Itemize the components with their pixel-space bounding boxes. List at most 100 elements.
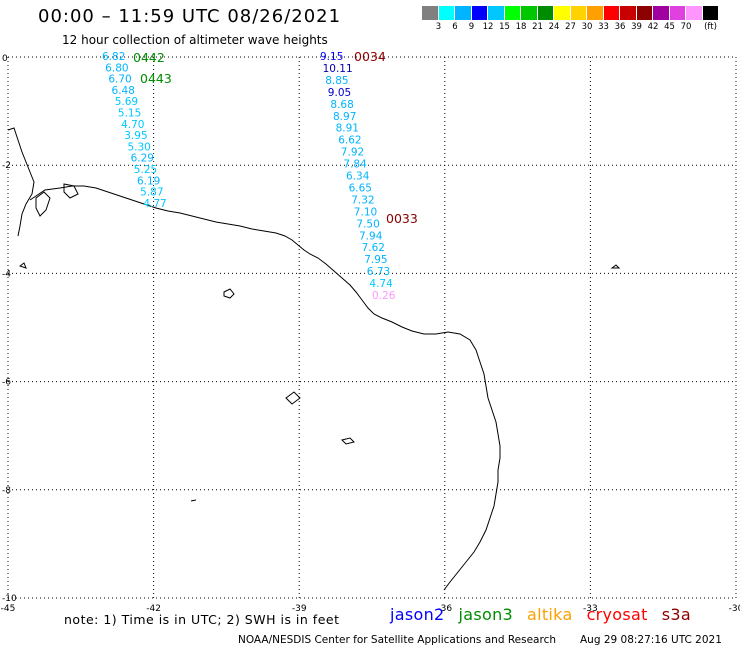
y-tick-label: -2 bbox=[2, 161, 11, 171]
satellite-legend-item: cryosat bbox=[586, 605, 648, 624]
x-tick-label: -30 bbox=[729, 604, 740, 614]
color-tick-label: 39 bbox=[631, 22, 642, 32]
wave-height-label: 6.29 bbox=[131, 153, 154, 165]
wave-height-label: 10.11 bbox=[323, 63, 353, 75]
y-tick-label: 0 bbox=[2, 54, 8, 64]
pass-time-label: 0034 bbox=[354, 49, 386, 64]
wave-height-label: 6.70 bbox=[108, 74, 131, 86]
color-tick-label: 9 bbox=[468, 22, 475, 32]
wave-height-label: 7.95 bbox=[364, 254, 387, 266]
coast-north-ne bbox=[7, 127, 35, 237]
y-tick-label: -4 bbox=[2, 269, 11, 279]
wave-height-label: 5.25 bbox=[134, 164, 157, 176]
page-subtitle: 12 hour collection of altimeter wave hei… bbox=[62, 33, 328, 47]
color-tick-label: 70 bbox=[680, 22, 692, 32]
footer-note: note: 1) Time is in UTC; 2) SWH is in fe… bbox=[64, 612, 340, 627]
wave-height-label: 4.74 bbox=[369, 278, 393, 290]
color-swatch bbox=[653, 6, 670, 20]
color-tick-label: 33 bbox=[598, 22, 609, 32]
satellite-legend: jason2 jason3 altika cryosat s3a bbox=[390, 605, 705, 624]
color-swatch bbox=[636, 6, 653, 20]
wave-height-label: 7.94 bbox=[359, 230, 383, 242]
wave-height-label: 7.50 bbox=[356, 218, 379, 230]
y-tick-label: -10 bbox=[2, 594, 17, 604]
island-1 bbox=[223, 288, 235, 299]
wave-height-label: 8.85 bbox=[325, 75, 348, 87]
color-swatch bbox=[455, 6, 472, 20]
wave-height-label: 9.05 bbox=[328, 87, 351, 99]
satellite-legend-item: s3a bbox=[661, 605, 691, 624]
coastline bbox=[29, 185, 501, 591]
color-swatch bbox=[488, 6, 505, 20]
island-5 bbox=[610, 264, 621, 269]
color-tick-label: 18 bbox=[515, 22, 527, 32]
wave-height-label: 8.97 bbox=[333, 111, 356, 123]
color-swatch bbox=[521, 6, 538, 20]
wave-height-label: 6.48 bbox=[112, 85, 135, 97]
color-swatch bbox=[603, 6, 620, 20]
island-3 bbox=[341, 437, 355, 445]
wave-height-label: 8.68 bbox=[330, 99, 353, 111]
wave-height-label: 6.19 bbox=[137, 175, 160, 187]
wave-height-label: 6.62 bbox=[338, 135, 361, 147]
wave-height-label: 7.10 bbox=[354, 206, 377, 218]
y-tick-label: -6 bbox=[2, 378, 11, 388]
color-tick-label: 45 bbox=[664, 22, 675, 32]
color-legend bbox=[422, 6, 719, 20]
wave-height-label: 7.84 bbox=[343, 159, 367, 171]
color-swatch bbox=[504, 6, 521, 20]
color-swatch bbox=[554, 6, 571, 20]
x-tick-label: -45 bbox=[1, 604, 16, 614]
graticule bbox=[7, 56, 737, 599]
satellite-legend-item: jason3 bbox=[458, 605, 513, 624]
wave-height-label: 6.73 bbox=[367, 266, 390, 278]
color-swatch bbox=[587, 6, 604, 20]
pass-time-label: 0443 bbox=[140, 71, 172, 86]
pass-labels: 0442 0443 0034 0033 bbox=[133, 49, 418, 226]
wave-height-label: 6.80 bbox=[105, 62, 128, 74]
satellite-legend-item: altika bbox=[527, 605, 573, 624]
wave-height-label: 4.70 bbox=[121, 119, 144, 131]
wave-height-label: 5.87 bbox=[140, 187, 163, 199]
coast-inlet bbox=[35, 191, 51, 217]
y-tick-label: -8 bbox=[2, 486, 11, 496]
color-tick-label: 24 bbox=[548, 22, 560, 32]
color-tick-label: 15 bbox=[499, 22, 510, 32]
island-4 bbox=[18, 262, 27, 269]
coast-inlet-2 bbox=[63, 183, 79, 199]
x-tick-label: -42 bbox=[146, 604, 161, 614]
wave-height-label: 8.91 bbox=[336, 123, 359, 135]
color-tick-label: 27 bbox=[565, 22, 576, 32]
color-swatch bbox=[702, 6, 719, 20]
wave-height-label: 3.95 bbox=[124, 130, 147, 142]
wave-height-label: 6.34 bbox=[346, 171, 370, 183]
color-swatch bbox=[422, 6, 439, 20]
color-tick-label: 21 bbox=[532, 22, 543, 32]
color-swatch bbox=[620, 6, 637, 20]
altimeter-tracks: 6.826.806.706.485.695.154.703.955.306.29… bbox=[102, 51, 396, 302]
page-title: 00:00 – 11:59 UTC 08/26/2021 bbox=[38, 6, 342, 27]
island-2 bbox=[285, 391, 301, 405]
wave-height-label: 7.62 bbox=[362, 242, 385, 254]
generated-timestamp: Aug 29 08:27:16 UTC 2021 bbox=[580, 634, 722, 646]
island-6 bbox=[190, 499, 197, 502]
satellite-legend-item: jason2 bbox=[390, 605, 445, 624]
wave-height-label: 0.26 bbox=[372, 290, 396, 302]
wave-height-label: 6.82 bbox=[102, 51, 125, 63]
axis-tick-labels: -45 -42 -39 -36 -33 -30 0 -2 -4 -6 -8 -10 bbox=[1, 54, 740, 614]
color-swatch bbox=[570, 6, 587, 20]
color-tick-label: (ft) bbox=[704, 22, 717, 32]
color-swatch bbox=[537, 6, 554, 20]
color-tick-label: 42 bbox=[647, 22, 659, 32]
x-tick-label: -33 bbox=[583, 604, 598, 614]
color-swatch bbox=[438, 6, 455, 20]
color-tick-label: 3 bbox=[435, 22, 442, 32]
color-swatch bbox=[471, 6, 488, 20]
color-swatch bbox=[686, 6, 703, 20]
wave-height-label: 6.65 bbox=[349, 182, 372, 194]
wave-height-label: 7.92 bbox=[341, 147, 364, 159]
wave-height-label: 5.30 bbox=[127, 141, 150, 153]
pass-time-label: 0033 bbox=[386, 211, 418, 226]
credit-line: NOAA/NESDIS Center for Satellite Applica… bbox=[238, 634, 556, 646]
wave-height-label: 7.32 bbox=[351, 194, 374, 206]
